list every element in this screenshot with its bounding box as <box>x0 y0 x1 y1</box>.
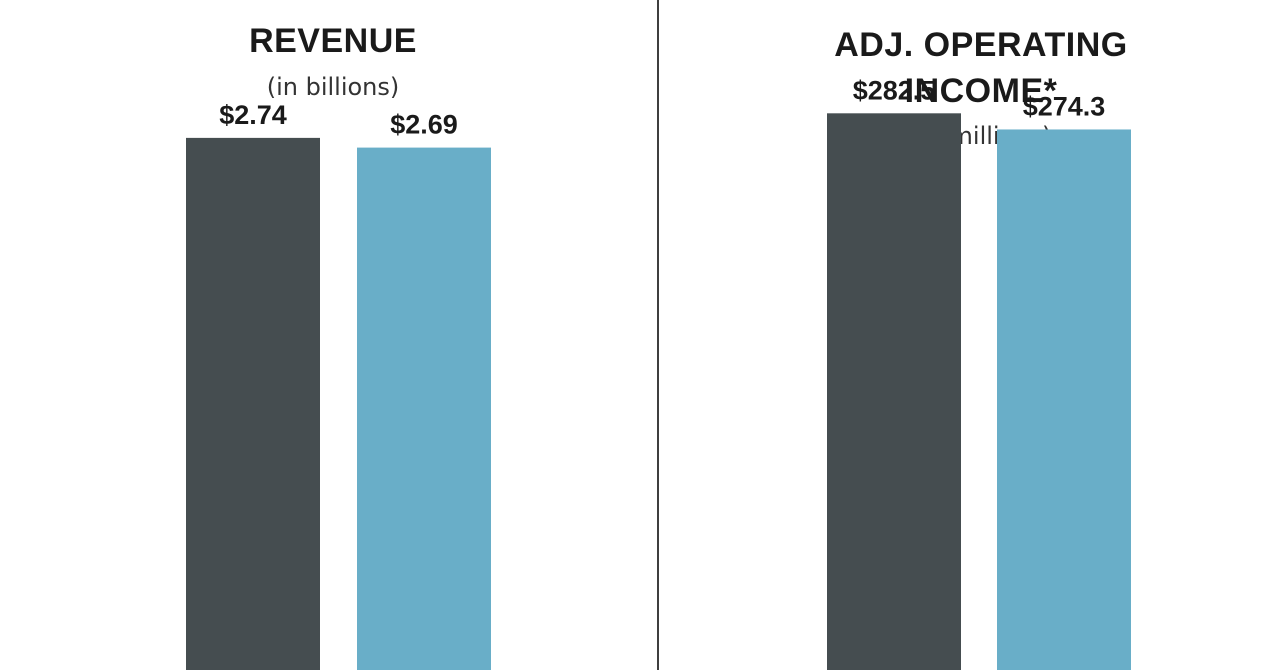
data-label-2: $274.3 <box>1023 91 1106 121</box>
chart-subtitle: (in billions) <box>267 73 400 101</box>
panel-divider <box>657 0 659 670</box>
bar-group: $2.74 $2.69 <box>186 100 491 670</box>
chart-title: REVENUE <box>249 22 417 60</box>
bar-group: $282.5 $274.3 <box>827 75 1131 670</box>
data-label-2: $2.69 <box>390 110 458 140</box>
bar-1 <box>186 137 320 670</box>
revenue-chart: REVENUE (in billions) $2.74 $2.69 <box>186 22 491 670</box>
chart-title-line-1: ADJ. OPERATING <box>834 26 1128 64</box>
data-label-1: $282.5 <box>853 75 936 105</box>
data-label-1: $2.74 <box>219 100 287 130</box>
bar-2 <box>357 147 491 670</box>
bar-2 <box>997 129 1131 670</box>
bar-1 <box>827 113 961 670</box>
chart-title-line-2: INCOME* <box>905 72 1058 110</box>
